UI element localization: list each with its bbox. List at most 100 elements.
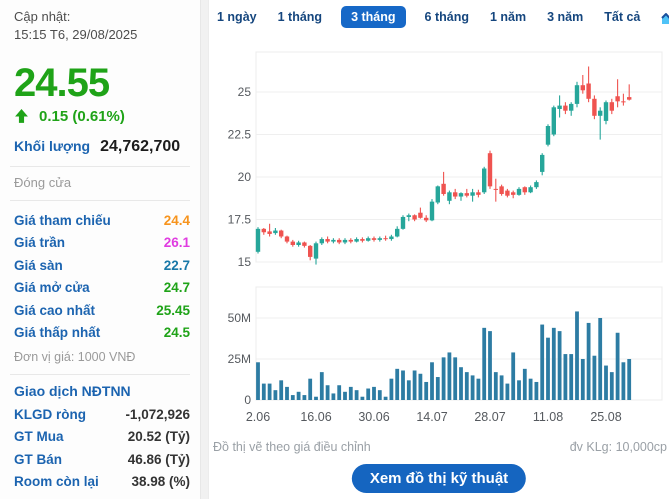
volume-bar [592,355,597,400]
volume-bar [296,391,301,400]
last-price: 24.55 [14,61,110,105]
candle-body [563,105,568,111]
volume-bar [267,383,272,400]
area-chart-icon[interactable] [661,9,669,25]
volume-bar [505,383,510,400]
x-axis-label: 11.08 [533,410,563,424]
volume-bar [627,359,632,400]
volume-bar [476,378,481,400]
candle-body [424,217,429,221]
price-plot-frame [255,51,663,263]
volume-bar [424,381,429,400]
updated-label: Cập nhật: [14,9,71,24]
volume-bar [470,375,475,400]
volume-bar [441,357,446,400]
stat-row-low: Giá thấp nhất 24.5 [14,325,190,341]
volume-bar [453,357,458,400]
volume-bar [314,396,318,400]
tab-1-month[interactable]: 1 tháng [277,10,323,24]
volume-bar [459,367,463,400]
price-unit-note: Đơn vị giá: 1000 VNĐ [14,350,136,364]
x-axis-label: 16.06 [300,410,331,424]
volume-axis-label: 25M [228,352,251,366]
tab-1-year[interactable]: 1 năm [489,10,527,24]
price-volume-chart[interactable]: 15 17.5 20 22.5 25 0 25M 50M 2.06 16.06 30.06 14.07… [209,0,669,499]
candle-body [360,239,365,241]
candle-body [319,239,324,244]
candle-body [284,236,290,242]
volume-bar [447,352,452,400]
x-axis-label: 25.08 [590,410,621,424]
candle-body [528,187,533,193]
volume-bar [366,388,371,400]
volume-axis-label: 0 [244,393,251,407]
candle-body [267,231,272,234]
volume-bar [488,331,492,400]
stat-row-ceiling: Giá trần 26.1 [14,235,190,251]
tab-all[interactable]: Tất cả [604,10,641,24]
candle-body [545,126,551,145]
candle-body [441,183,446,194]
x-axis-label: 30.06 [358,410,389,424]
candle-body [302,242,307,246]
candle-body [458,193,464,197]
volume-bar [256,362,260,400]
price-change: 0.15 (0.61%) [39,108,125,125]
volume-bar [615,332,620,400]
volume-bar [493,372,498,400]
candle-body [586,83,591,99]
candle-body [366,238,371,241]
volume-axis-label: 50M [228,311,251,325]
technical-chart-button[interactable]: Xem đồ thị kỹ thuật [351,464,527,493]
volume-bar [575,311,579,400]
candle-body [551,107,556,135]
tab-3-years[interactable]: 3 năm [547,10,584,24]
volume-bar [308,378,313,400]
candle-body [603,102,609,121]
tab-1-day[interactable]: 1 ngày [217,10,257,24]
candle-body [255,228,261,252]
candle-body [557,105,562,109]
divider [10,166,190,167]
volume-bar [377,390,382,400]
candle-body [598,110,603,116]
volume-bar [279,380,284,400]
candle-body [464,193,469,196]
candle-body [429,201,435,221]
volume-bar [604,365,608,400]
stat-row-open: Giá mở cửa 24.7 [14,280,190,296]
volume-bar [563,354,568,400]
foreign-stats: KLGD ròng -1,072,926 GT Mua 20.52 (Tỷ) G… [14,403,190,493]
candle-body [406,215,411,217]
candle-body [435,186,440,203]
stat-row-buy-value: GT Mua 20.52 (Tỷ) [14,429,190,445]
stat-row-net-volume: KLGD ròng -1,072,926 [14,406,190,422]
volume-bar [360,396,365,400]
quote-sidebar: Cập nhật: 15:15 T6, 29/08/2025 24.55 0.1… [0,0,200,499]
stat-row-high: Giá cao nhất 25.45 [14,302,190,318]
tab-3-months[interactable]: 3 tháng [341,6,406,28]
candle-body [522,187,527,193]
volume-bar [482,327,487,400]
volume-value: 24,762,700 [100,138,181,155]
candle-body [308,245,313,257]
chart-pane: 1 ngày 1 tháng 3 tháng 6 tháng 1 năm 3 n… [209,0,669,499]
candle-body [400,216,406,229]
volume-bar [586,322,591,400]
volume-bar [517,380,521,400]
candle-body [377,238,382,240]
foreign-trading-title: Giao dịch NĐTNN [14,383,131,399]
candle-body [487,153,493,187]
candle-body [534,182,539,188]
up-arrow-icon [14,109,29,124]
tab-6-months[interactable]: 6 tháng [424,10,469,24]
session-status: Đóng cửa [14,175,72,190]
volume-bar [435,377,440,400]
volume-bar [406,380,411,400]
volume-bar [569,354,574,400]
candle-body [470,192,475,196]
volume-bar [401,370,405,400]
x-axis-label: 28.07 [474,410,505,424]
volume-bar [430,362,434,400]
